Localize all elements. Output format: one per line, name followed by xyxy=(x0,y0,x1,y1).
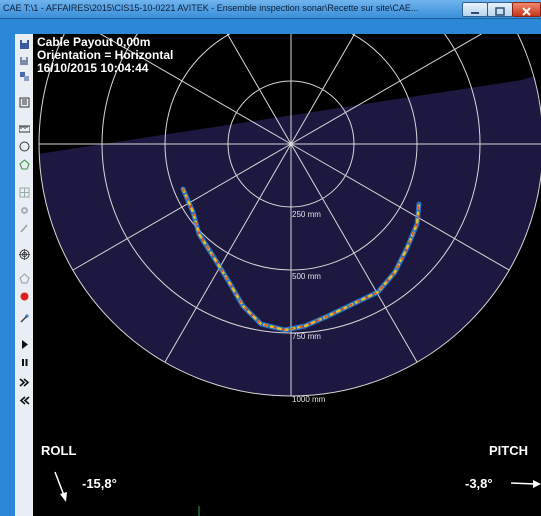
orientation-text: Orientation = Horizontal xyxy=(37,48,174,62)
pitch-label: PITCH xyxy=(489,443,528,458)
polygon-select-icon[interactable] xyxy=(18,272,30,284)
settings-icon[interactable] xyxy=(18,204,30,216)
grid-icon[interactable] xyxy=(18,186,30,198)
roll-value: -15,8° xyxy=(82,476,117,491)
magic-wand-icon[interactable] xyxy=(18,312,30,324)
pitch-value: -3,8° xyxy=(465,476,493,491)
cable-payout-text: Cable Payout 0,00m xyxy=(37,35,151,49)
report-icon[interactable] xyxy=(18,96,30,108)
maximize-button[interactable] xyxy=(487,2,513,17)
range-label-250: 250 mm xyxy=(292,210,321,219)
sonar-trace xyxy=(180,186,422,333)
radial-lines xyxy=(39,34,541,396)
roll-label: ROLL xyxy=(41,443,77,458)
range-label-1000: 1000 mm xyxy=(292,395,326,404)
sonar-plot: 250 mm 500 mm 750 mm 1000 mm xyxy=(38,34,541,516)
pen-icon[interactable] xyxy=(18,222,30,234)
play-icon[interactable] xyxy=(18,338,30,350)
minimize-button[interactable] xyxy=(462,2,488,17)
range-label-750: 750 mm xyxy=(292,332,321,341)
circle-icon[interactable] xyxy=(18,140,30,152)
save-as-icon[interactable] xyxy=(18,54,30,66)
export-icon[interactable] xyxy=(18,70,30,82)
fast-forward-icon[interactable] xyxy=(18,376,30,388)
tool-bar xyxy=(15,34,34,516)
window-title: CAE T:\1 - AFFAIRES\2015\CIS15-10-0221 A… xyxy=(3,3,419,13)
title-bar[interactable]: CAE T:\1 - AFFAIRES\2015\CIS15-10-0221 A… xyxy=(0,0,541,19)
roll-arrow-icon xyxy=(54,471,67,502)
save-icon[interactable] xyxy=(18,38,30,50)
pitch-arrow-icon xyxy=(510,480,541,488)
ruler-icon[interactable] xyxy=(18,122,30,134)
maximize-icon xyxy=(488,3,512,16)
range-label-500: 500 mm xyxy=(292,272,321,281)
target-icon[interactable] xyxy=(18,248,30,260)
minimize-icon xyxy=(463,3,487,16)
close-button[interactable] xyxy=(512,2,541,17)
rewind-icon[interactable] xyxy=(18,394,30,406)
datetime-text: 16/10/2015 10:04:44 xyxy=(37,61,149,75)
sonar-view[interactable]: 250 mm 500 mm 750 mm 1000 mm Cable Payou… xyxy=(33,34,541,516)
pause-icon[interactable] xyxy=(18,356,30,368)
close-icon xyxy=(513,3,540,16)
record-icon[interactable] xyxy=(18,290,30,302)
polygon-icon[interactable] xyxy=(18,158,30,170)
